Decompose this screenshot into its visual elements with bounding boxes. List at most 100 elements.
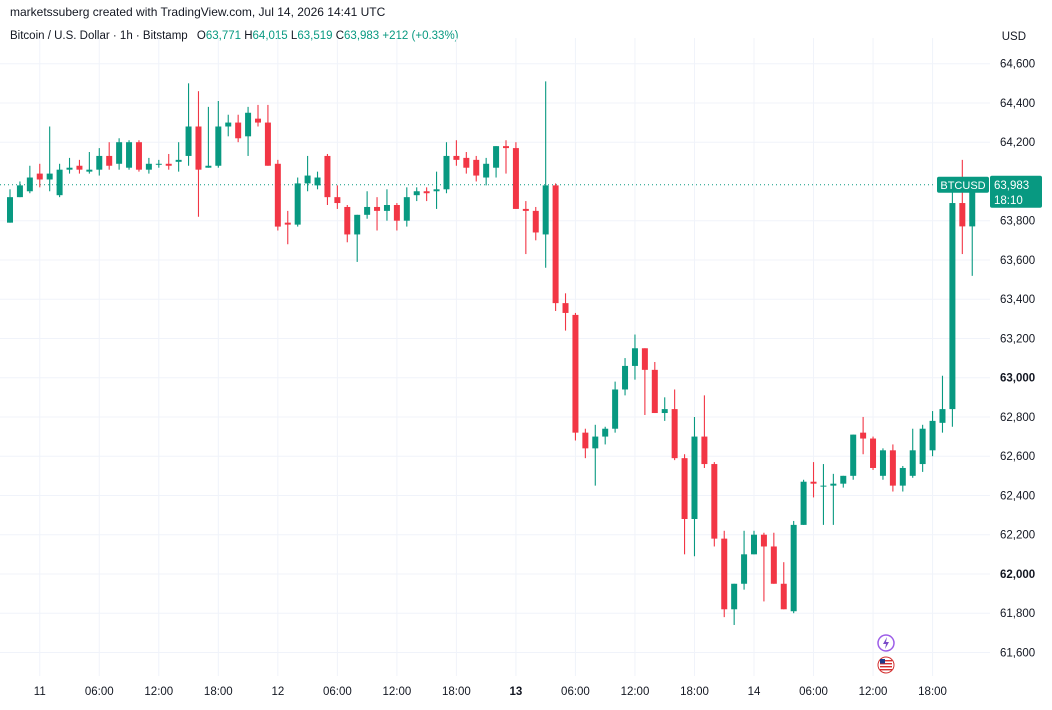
- candle-body: [512, 148, 519, 209]
- candle-body: [255, 118, 261, 123]
- candle: [770, 532, 777, 584]
- candle-body: [701, 436, 708, 465]
- candle: [760, 532, 767, 602]
- candle: [512, 142, 519, 209]
- candle-body: [374, 206, 381, 211]
- time-axis[interactable]: 11 06:00 12:00 18:00 12 06:00 12:00 18:00 13 06:0…: [34, 686, 947, 698]
- candle-body: [324, 155, 331, 198]
- candle-body: [661, 409, 668, 414]
- candle-body: [939, 409, 946, 423]
- lightning-icon: [877, 634, 895, 652]
- candle: [106, 142, 113, 170]
- candle-body: [879, 450, 886, 476]
- candle: [354, 214, 361, 262]
- candle: [314, 171, 321, 190]
- candle: [205, 106, 212, 168]
- x-tick-label: 14: [748, 686, 761, 698]
- x-tick-label: 18:00: [680, 686, 709, 698]
- candle: [721, 530, 728, 618]
- candle-body: [195, 126, 202, 170]
- x-tick-label: 18:00: [442, 686, 471, 698]
- candle: [701, 395, 708, 468]
- candles: [7, 81, 976, 625]
- candle-body: [76, 165, 83, 170]
- candle: [681, 454, 688, 555]
- candle-body: [56, 169, 63, 196]
- candle-body: [284, 222, 291, 225]
- low-value: 63,519: [297, 30, 333, 42]
- candle: [135, 140, 142, 172]
- candle: [76, 159, 83, 174]
- candle-body: [552, 185, 559, 304]
- candle-body: [522, 208, 529, 211]
- y-tick-label: 64,600: [1000, 59, 1035, 71]
- candle-body: [830, 483, 837, 486]
- candle-body: [304, 175, 311, 184]
- candle: [552, 183, 559, 311]
- candle-body: [264, 122, 271, 166]
- candle-body: [889, 450, 896, 486]
- candle-body: [572, 314, 579, 433]
- candle: [612, 381, 619, 433]
- candle: [46, 126, 53, 192]
- candle-body: [403, 197, 410, 221]
- candle-body: [751, 534, 757, 555]
- candle-body: [969, 184, 976, 227]
- candle: [116, 138, 123, 170]
- candle: [641, 348, 648, 415]
- candle-body: [899, 467, 906, 486]
- candle: [691, 416, 698, 557]
- candle-body: [463, 157, 470, 168]
- candle-body: [215, 126, 222, 166]
- candle-body: [66, 167, 73, 170]
- candle: [562, 293, 569, 331]
- candle: [433, 171, 440, 209]
- candle: [602, 426, 609, 445]
- candle: [483, 157, 490, 186]
- candle: [840, 475, 847, 488]
- candle: [909, 428, 916, 478]
- candle-body: [483, 163, 490, 178]
- price-axis[interactable]: 64,600 64,400 64,200 63,800 63,600 63,400 63,2…: [1000, 59, 1035, 660]
- candle-body: [721, 538, 728, 610]
- candle: [820, 464, 827, 525]
- candle: [364, 191, 371, 219]
- candle: [582, 428, 589, 459]
- candle-body: [870, 438, 877, 468]
- y-tick-label: 63,400: [1000, 294, 1035, 306]
- candle: [830, 473, 837, 525]
- candle: [66, 157, 73, 174]
- candle-body: [741, 554, 748, 584]
- candle: [473, 155, 480, 182]
- x-tick-label: 12:00: [621, 686, 650, 698]
- candle-body: [344, 206, 351, 235]
- candle: [661, 397, 668, 421]
- candle: [780, 562, 787, 610]
- candle-body: [393, 205, 400, 221]
- candle: [800, 479, 807, 525]
- candle-body: [582, 432, 589, 449]
- candle: [215, 100, 222, 168]
- candle: [7, 189, 13, 223]
- candle: [631, 334, 638, 380]
- y-tick-label: 61,800: [1000, 608, 1035, 620]
- candle-body: [562, 303, 569, 313]
- chart-icons[interactable]: [877, 634, 895, 674]
- x-tick-label: 06:00: [799, 686, 828, 698]
- candle-body: [294, 183, 301, 225]
- ticker-tag-text: BTCUSD: [940, 180, 985, 192]
- candle: [393, 203, 400, 231]
- high-value: 64,015: [252, 30, 288, 42]
- candle: [919, 424, 926, 472]
- y-tick-label: 63,200: [1000, 333, 1035, 345]
- candle-body: [820, 485, 827, 487]
- candle-body: [860, 432, 867, 439]
- price-tag-value: 63,983: [994, 180, 1029, 192]
- y-tick-label: 62,000: [1000, 569, 1035, 581]
- candle-body: [245, 112, 252, 137]
- price-tag: [990, 175, 1042, 208]
- candle: [36, 163, 43, 188]
- open-label: O: [196, 30, 206, 42]
- candle: [304, 155, 311, 192]
